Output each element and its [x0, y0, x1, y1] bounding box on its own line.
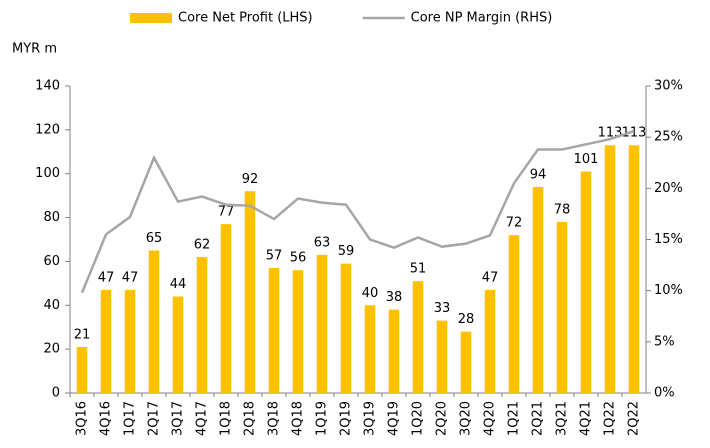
legend-label: Core Net Profit (LHS) [178, 11, 313, 26]
y-tick-label: 80 [43, 210, 60, 225]
x-tick-label: 1Q18 [219, 401, 234, 436]
x-tick-label: 4Q21 [579, 401, 594, 436]
bar [484, 289, 496, 393]
x-tick-label: 1Q20 [411, 401, 426, 436]
x-tick-label: 2Q19 [339, 401, 354, 436]
bar [412, 281, 424, 393]
data-label: 47 [122, 270, 139, 285]
bar [508, 235, 520, 393]
data-label: 59 [338, 244, 355, 259]
x-tick-label: 3Q17 [171, 401, 186, 436]
bar [340, 263, 352, 393]
bar [388, 309, 400, 393]
bar [244, 191, 256, 393]
bar [292, 270, 304, 393]
data-label: 28 [458, 312, 475, 327]
x-tick-label: 2Q22 [627, 401, 642, 436]
y-tick-label: 140 [35, 79, 60, 94]
y2-tick-label: 5% [654, 334, 675, 349]
data-label: 56 [290, 251, 307, 266]
x-tick-label: 1Q22 [603, 401, 618, 436]
y-tick-label: 20 [43, 342, 60, 357]
data-label: 62 [194, 238, 211, 253]
y2-tick-label: 30% [654, 79, 683, 94]
y-tick-label: 0 [52, 386, 60, 401]
x-tick-label: 4Q17 [195, 401, 210, 436]
x-tick-label: 1Q17 [123, 401, 138, 436]
bar [124, 289, 136, 393]
bar [172, 296, 184, 393]
y2-tick-label: 15% [654, 232, 683, 247]
x-tick-label: 4Q18 [291, 401, 306, 436]
x-tick-label: 1Q21 [507, 401, 522, 436]
x-tick-label: 2Q20 [435, 401, 450, 436]
data-label: 101 [574, 152, 599, 167]
data-label: 47 [482, 270, 499, 285]
y2-tick-label: 0% [654, 386, 675, 401]
data-label: 21 [74, 327, 91, 342]
line [80, 129, 635, 294]
bar [220, 224, 232, 393]
y-tick-label: 60 [43, 254, 60, 269]
data-label: 47 [98, 270, 115, 285]
bar [364, 305, 376, 393]
data-label: 77 [218, 205, 235, 220]
legend-label: Core NP Margin (RHS) [411, 11, 553, 26]
bar [196, 257, 208, 393]
x-tick-label: 3Q16 [75, 401, 90, 436]
bar [628, 145, 640, 393]
x-tick-label: 3Q21 [555, 401, 570, 436]
data-label: 57 [266, 249, 283, 264]
bar [268, 268, 280, 393]
data-label: 113 [622, 126, 647, 141]
bar [436, 320, 448, 393]
data-label: 92 [242, 172, 259, 187]
bar [580, 171, 592, 393]
y2-tick-label: 25% [654, 130, 683, 145]
x-tick-label: 3Q20 [459, 401, 474, 436]
x-tick-label: 4Q20 [483, 401, 498, 436]
bar [76, 346, 88, 393]
bar [148, 250, 160, 393]
y2-tick-label: 10% [654, 283, 683, 298]
data-label: 63 [314, 235, 331, 250]
x-tick-label: 4Q19 [387, 401, 402, 436]
data-label: 40 [362, 286, 379, 301]
x-tick-label: 2Q21 [531, 401, 546, 436]
bar [604, 145, 616, 393]
bar [100, 289, 112, 393]
x-tick-label: 3Q19 [363, 401, 378, 436]
y-axis-label: MYR m [12, 42, 57, 57]
x-tick-label: 2Q18 [243, 401, 258, 436]
bar [316, 254, 328, 393]
x-tick-label: 3Q18 [267, 401, 282, 436]
data-label: 72 [506, 216, 523, 231]
data-label: 33 [434, 301, 451, 316]
bar [460, 331, 472, 393]
data-label: 78 [554, 202, 571, 217]
y-tick-label: 100 [35, 166, 60, 181]
x-tick-label: 2Q17 [147, 401, 162, 436]
y2-tick-label: 20% [654, 181, 683, 196]
y-tick-label: 40 [43, 298, 60, 313]
bar [556, 221, 568, 393]
data-label: 94 [530, 167, 547, 182]
y-tick-label: 120 [35, 122, 60, 137]
data-label: 44 [170, 277, 187, 292]
data-label: 51 [410, 262, 427, 277]
bar [532, 186, 544, 393]
data-label: 38 [386, 290, 403, 305]
data-label: 65 [146, 231, 163, 246]
x-tick-label: 1Q19 [315, 401, 330, 436]
x-tick-label: 4Q16 [99, 401, 114, 436]
legend-swatch [130, 13, 172, 23]
